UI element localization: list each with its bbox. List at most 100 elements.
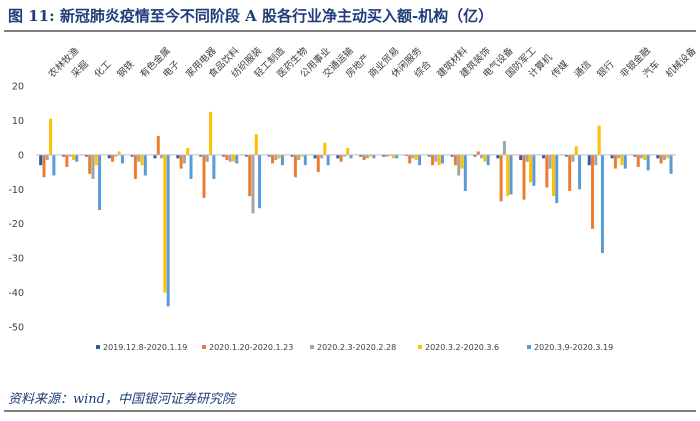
y-tick-label: -20 xyxy=(8,219,24,230)
y-tick-label: 10 xyxy=(12,116,24,127)
bar xyxy=(293,154,297,178)
bar xyxy=(431,154,435,166)
legend-swatch xyxy=(202,345,206,349)
bar xyxy=(326,154,330,166)
title-divider xyxy=(4,30,696,32)
bar xyxy=(545,154,549,188)
bar xyxy=(372,154,376,159)
legend-label: 2020.2.3-2020.2.28 xyxy=(317,343,396,352)
bar xyxy=(365,154,369,159)
bar xyxy=(597,125,601,155)
bar xyxy=(587,154,591,166)
bar xyxy=(659,154,663,164)
bar xyxy=(349,154,353,159)
bar xyxy=(133,154,137,179)
bar xyxy=(496,154,500,159)
bar xyxy=(186,147,190,155)
bar xyxy=(179,154,183,169)
category-label: 化工 xyxy=(92,58,114,80)
bar xyxy=(669,154,673,174)
bar xyxy=(473,154,477,157)
bar xyxy=(342,154,346,157)
bar xyxy=(529,154,533,183)
bar xyxy=(222,154,226,157)
bar xyxy=(166,154,170,307)
category-label: 机械设备 xyxy=(663,44,699,80)
bar xyxy=(408,154,412,164)
legend-swatch xyxy=(96,345,100,349)
bar xyxy=(231,154,235,162)
bar xyxy=(555,154,559,204)
category-label: 银行 xyxy=(595,58,617,80)
bar xyxy=(656,154,660,159)
legend-swatch xyxy=(527,345,531,349)
bar xyxy=(578,154,582,190)
bar xyxy=(258,154,262,209)
bar xyxy=(71,154,75,161)
bar xyxy=(564,154,568,157)
bar xyxy=(463,154,467,192)
bar xyxy=(300,154,304,157)
source-note: 资料来源：wind，中国银河证券研究院 xyxy=(8,392,235,407)
bar xyxy=(320,154,324,159)
y-tick-label: 0 xyxy=(18,150,24,161)
bar xyxy=(636,154,640,167)
legend-label: 2020.3.2-2020.3.6 xyxy=(425,343,499,352)
bar xyxy=(509,154,513,195)
bar xyxy=(437,154,441,166)
bar xyxy=(476,151,480,155)
bar xyxy=(542,154,546,159)
bar xyxy=(506,154,510,197)
bar xyxy=(62,154,66,157)
bar xyxy=(267,154,271,157)
bar xyxy=(98,154,102,210)
bar xyxy=(140,154,144,166)
y-tick-label: -40 xyxy=(8,288,24,299)
bar xyxy=(662,154,666,161)
bar xyxy=(160,154,164,159)
category-label: 通信 xyxy=(572,58,594,80)
bar xyxy=(88,154,92,174)
legend-label: 2019.12.8-2020.1.19 xyxy=(103,343,187,352)
bar xyxy=(228,154,232,162)
bar xyxy=(290,154,294,157)
bar xyxy=(316,154,320,173)
bar xyxy=(117,151,121,155)
bar xyxy=(502,141,506,155)
bar xyxy=(244,154,248,157)
bar xyxy=(600,154,604,253)
bar xyxy=(336,154,340,159)
bar xyxy=(617,154,621,159)
bar xyxy=(483,154,487,162)
bar xyxy=(453,154,457,166)
bar xyxy=(551,154,555,197)
bar xyxy=(395,154,399,159)
bar xyxy=(610,154,614,159)
y-tick-label: 20 xyxy=(12,82,24,93)
y-tick-label: -10 xyxy=(8,185,24,196)
bar xyxy=(280,154,284,166)
bar xyxy=(323,142,327,155)
bar xyxy=(45,154,49,161)
bar xyxy=(199,154,203,157)
bar xyxy=(212,154,216,179)
bar xyxy=(114,154,118,157)
bar xyxy=(457,154,461,176)
bar xyxy=(594,154,598,166)
bar xyxy=(666,154,670,159)
bar xyxy=(297,154,301,161)
bar xyxy=(369,154,373,157)
bar xyxy=(414,154,418,161)
bar xyxy=(591,154,595,229)
bar xyxy=(274,154,278,161)
bar xyxy=(202,154,206,198)
category-label: 钢铁 xyxy=(115,58,137,80)
bar xyxy=(143,154,147,176)
bar xyxy=(640,154,644,159)
bar xyxy=(571,154,575,162)
bottom-divider xyxy=(4,410,696,412)
bar xyxy=(209,111,213,155)
bar xyxy=(388,154,392,156)
bar xyxy=(163,154,167,293)
bar xyxy=(346,147,350,155)
